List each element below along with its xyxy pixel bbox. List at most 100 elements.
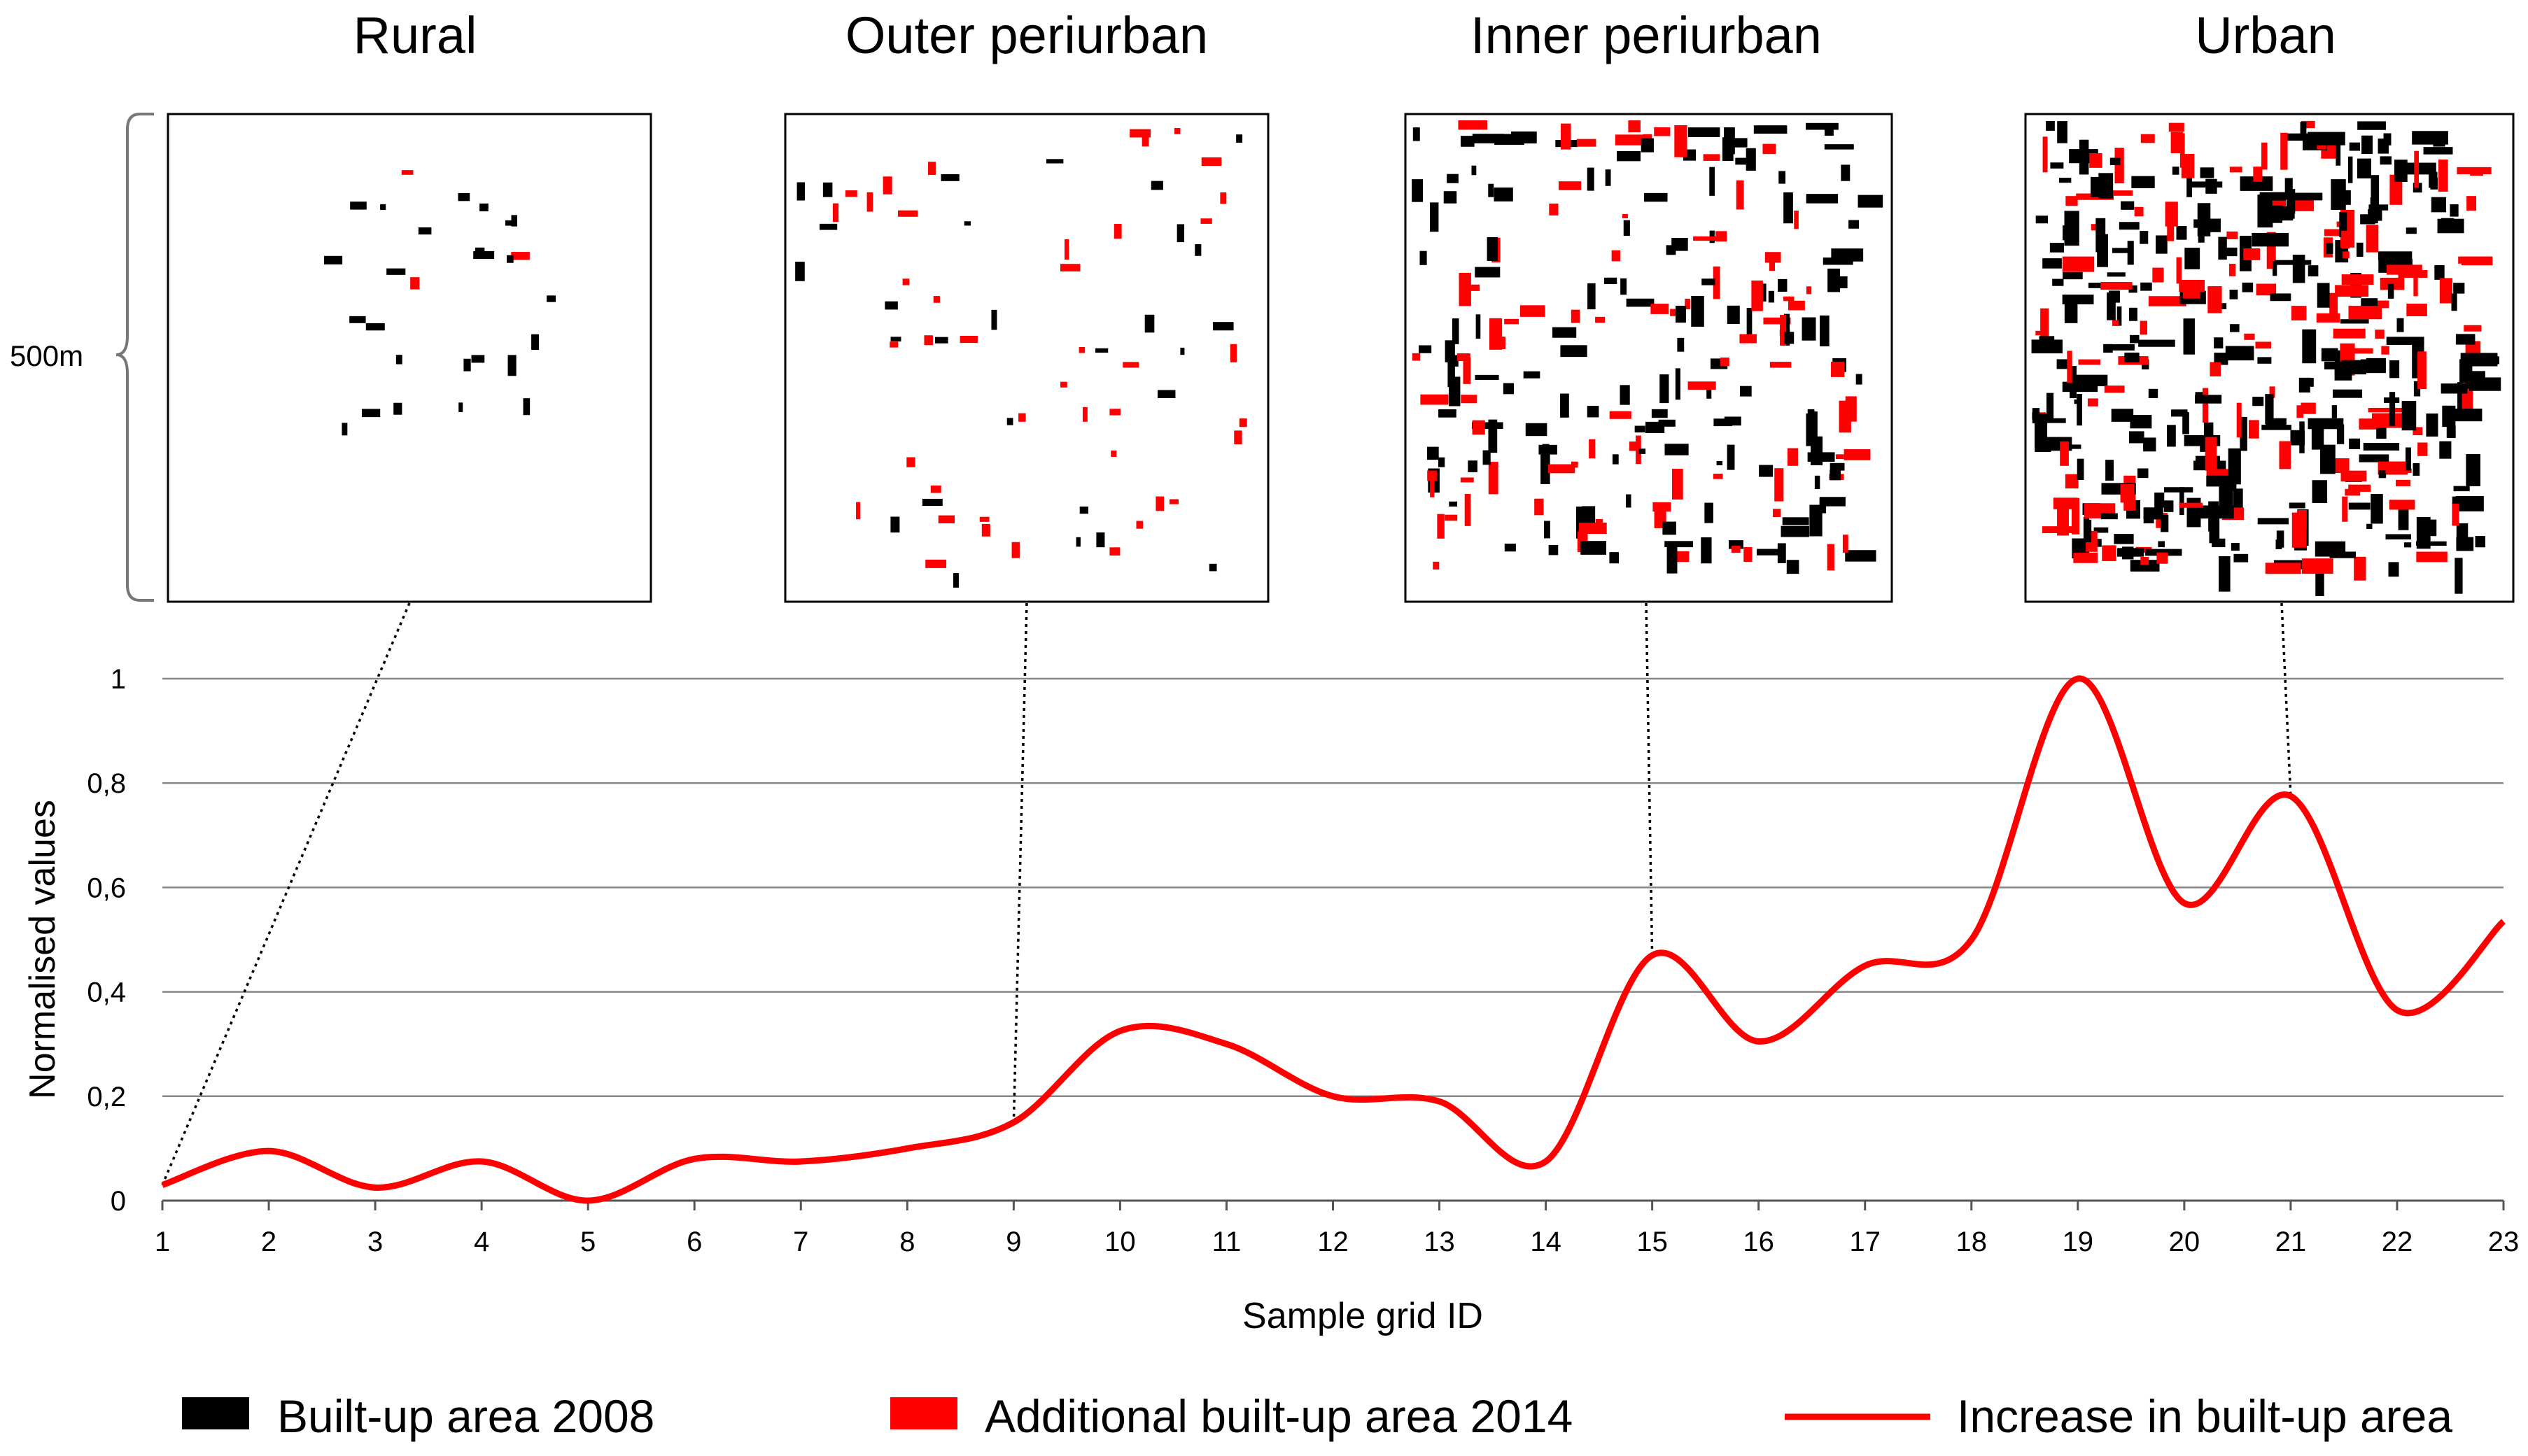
building-footprint xyxy=(2053,497,2078,509)
building-footprint xyxy=(1638,448,1646,454)
building-footprint xyxy=(2413,462,2420,476)
building-footprint xyxy=(1475,267,1501,278)
building-footprint xyxy=(2464,325,2482,332)
building-footprint xyxy=(2171,409,2188,417)
building-footprint xyxy=(2128,307,2137,321)
building-footprint xyxy=(1782,517,1809,525)
building-footprint xyxy=(2257,518,2289,525)
building-footprint xyxy=(1706,385,1712,399)
building-footprint xyxy=(2276,530,2284,548)
building-footprint xyxy=(2143,507,2163,520)
building-footprint xyxy=(1548,544,1559,556)
building-footprint xyxy=(2441,383,2468,394)
building-footprint xyxy=(2296,405,2304,418)
building-footprint xyxy=(2200,439,2206,452)
building-footprint xyxy=(1751,280,1763,311)
building-footprint xyxy=(1482,450,1491,465)
x-tick-label: 11 xyxy=(1212,1227,1242,1257)
building-footprint xyxy=(890,337,901,342)
building-footprint xyxy=(393,402,402,415)
building-footprint xyxy=(1487,236,1498,261)
building-footprint xyxy=(2389,500,2415,510)
building-footprint xyxy=(1560,123,1571,150)
building-footprint xyxy=(2120,483,2135,503)
building-footprint xyxy=(1774,468,1784,502)
building-footprint xyxy=(1571,461,1578,468)
building-footprint xyxy=(2366,523,2373,530)
building-footprint xyxy=(1623,220,1630,236)
legend-label-increase: Increase in built-up area xyxy=(1957,1390,2452,1442)
building-footprint xyxy=(1802,317,1816,341)
building-footprint xyxy=(885,301,898,310)
building-footprint xyxy=(475,247,485,257)
building-footprint xyxy=(2406,303,2427,317)
building-footprint xyxy=(1626,298,1655,307)
building-footprint xyxy=(1676,306,1686,323)
building-footprint xyxy=(1827,544,1834,571)
building-footprint xyxy=(2074,400,2081,404)
building-footprint xyxy=(2163,500,2174,512)
building-footprint xyxy=(1158,390,1176,399)
building-footprint xyxy=(2050,162,2064,169)
building-footprint xyxy=(2095,218,2106,253)
building-footprint xyxy=(1830,462,1845,471)
building-footprint xyxy=(1731,546,1741,553)
building-footprint xyxy=(1419,250,1427,265)
building-footprint xyxy=(941,174,960,181)
building-footprint xyxy=(1549,203,1559,215)
building-footprint xyxy=(1694,316,1701,323)
building-footprint xyxy=(2375,330,2385,339)
building-footprint xyxy=(2057,121,2067,143)
building-footprint xyxy=(1611,250,1621,262)
building-footprint xyxy=(2114,534,2134,544)
building-footprint xyxy=(1603,277,1617,284)
building-footprint xyxy=(1114,224,1122,239)
panel-connector xyxy=(161,602,411,1186)
y-tick-label: 0,2 xyxy=(87,1082,126,1112)
building-footprint xyxy=(2339,212,2347,238)
building-footprint xyxy=(2471,371,2485,381)
building-footprint xyxy=(2049,243,2065,253)
building-footprint xyxy=(2202,388,2209,423)
building-footprint xyxy=(507,255,514,263)
building-footprint xyxy=(1709,167,1715,196)
building-footprint xyxy=(1641,138,1654,153)
building-footprint xyxy=(1525,423,1547,437)
building-footprint xyxy=(1220,192,1227,204)
building-footprint xyxy=(1676,551,1690,563)
x-tick-label: 4 xyxy=(474,1227,489,1257)
building-footprint xyxy=(1548,464,1575,474)
building-footprint xyxy=(2301,402,2316,414)
building-footprint xyxy=(2148,388,2158,398)
building-footprint xyxy=(1740,386,1752,397)
building-footprint xyxy=(2243,248,2261,260)
building-footprint xyxy=(1763,317,1791,325)
building-footprint xyxy=(2112,248,2133,253)
building-footprint xyxy=(2417,351,2427,390)
building-footprint xyxy=(2398,506,2409,530)
building-footprint xyxy=(2334,368,2352,381)
building-footprint xyxy=(2179,279,2205,292)
map-panel-inner-periurban xyxy=(1404,113,1893,603)
map-panel-urban xyxy=(2024,113,2515,603)
building-footprint xyxy=(2226,231,2238,239)
building-footprint xyxy=(2065,196,2078,206)
building-footprint xyxy=(2058,178,2072,183)
building-footprint xyxy=(1620,385,1630,405)
building-footprint xyxy=(2302,329,2317,364)
building-footprint xyxy=(2152,267,2164,283)
building-footprint xyxy=(2371,493,2383,524)
building-footprint xyxy=(2291,306,2307,320)
building-footprint xyxy=(1437,514,1445,539)
building-footprint xyxy=(883,176,892,195)
building-footprint xyxy=(1615,134,1647,146)
building-footprint xyxy=(2298,377,2310,393)
building-footprint xyxy=(2326,243,2333,254)
building-footprint xyxy=(2073,552,2098,563)
building-footprint xyxy=(2403,542,2412,548)
building-footprint xyxy=(925,559,947,568)
building-footprint xyxy=(2063,271,2083,280)
building-footprint xyxy=(1560,393,1569,418)
building-footprint xyxy=(505,220,515,226)
panel-title-urban: Urban xyxy=(2195,6,2336,64)
